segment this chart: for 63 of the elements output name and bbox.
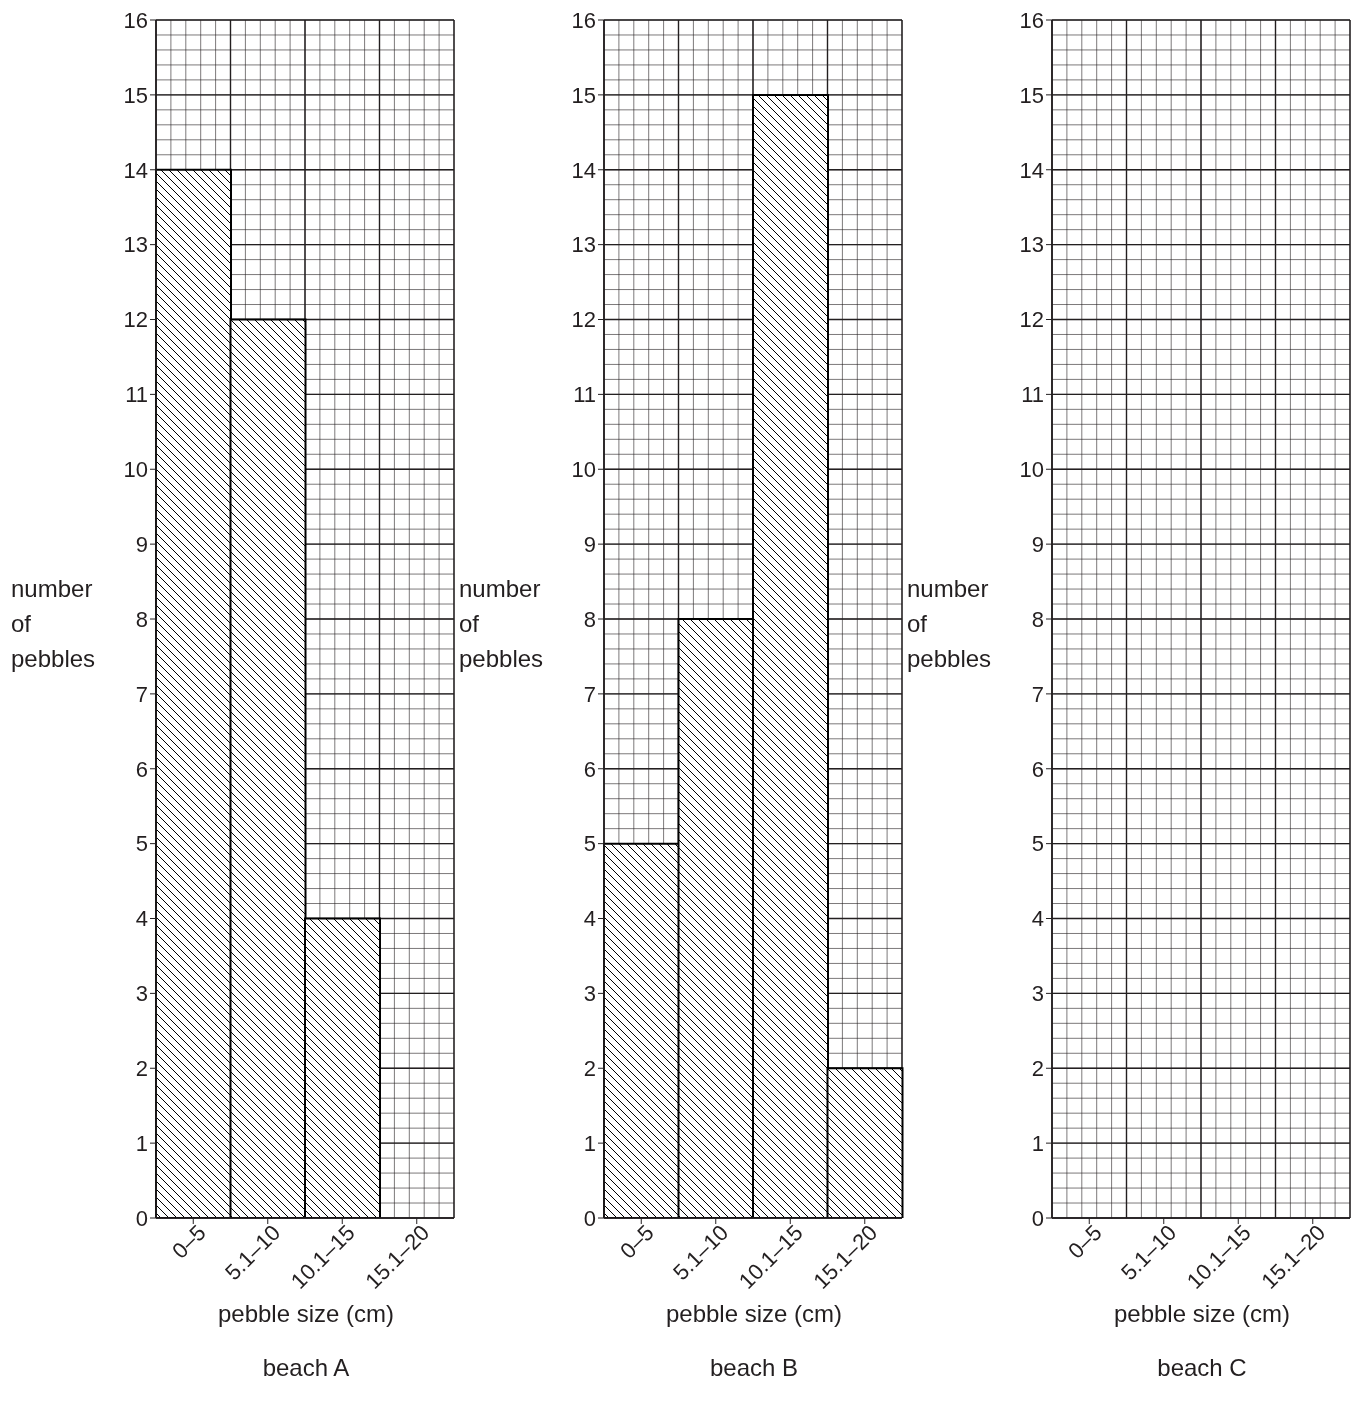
x-tick-label: 0–5 <box>167 1219 211 1264</box>
y-axis-title: number of pebbles <box>459 574 545 675</box>
y-tick-label: 9 <box>1031 531 1044 557</box>
y-tick-label: 0 <box>583 1205 596 1231</box>
text: beach A <box>261 1354 351 1382</box>
y-tick-label: 10 <box>1019 457 1044 483</box>
y-tick-label: 11 <box>1021 382 1044 408</box>
y-tick-label: 16 <box>1019 7 1044 33</box>
y-tick-label: 13 <box>1019 232 1044 258</box>
y-tick-label: 11 <box>573 382 596 408</box>
y-tick-label: 1 <box>1031 1130 1044 1156</box>
y-tick-label: 1 <box>135 1130 148 1156</box>
y-tick-label: 1 <box>583 1130 596 1156</box>
y-tick-label: 10 <box>571 457 596 483</box>
x-axis-title: pebble size (cm) <box>1112 1300 1292 1328</box>
x-tick-label: 0–5 <box>1063 1219 1107 1264</box>
y-tick-label: 6 <box>583 756 596 782</box>
x-tick-label: 0–5 <box>615 1219 659 1264</box>
y-tick-label: 15 <box>1019 82 1044 108</box>
y-tick-label: 0 <box>1031 1205 1044 1231</box>
y-tick-label: 14 <box>123 157 148 183</box>
y-tick-label: 16 <box>571 7 596 33</box>
y-tick-label: 15 <box>571 82 596 108</box>
y-tick-label: 5 <box>1031 831 1044 857</box>
y-tick-label: 4 <box>1031 906 1044 932</box>
y-tick-label: 3 <box>583 981 596 1007</box>
y-tick-label: 15 <box>123 82 148 108</box>
y-axis-title: number of pebbles <box>907 574 993 675</box>
y-tick-label: 2 <box>135 1056 148 1082</box>
text: beach C <box>1156 1354 1248 1382</box>
y-axis-title: number of pebbles <box>11 574 97 675</box>
y-tick-label: 12 <box>1019 307 1044 333</box>
y-tick-label: 10 <box>123 457 148 483</box>
x-axis-title: pebble size (cm) <box>664 1300 844 1328</box>
y-tick-label: 16 <box>123 7 148 33</box>
y-tick-label: 4 <box>135 906 148 932</box>
y-tick-label: 3 <box>1031 981 1044 1007</box>
y-tick-label: 12 <box>571 307 596 333</box>
y-tick-label: 2 <box>1031 1056 1044 1082</box>
y-tick-label: 9 <box>135 531 148 557</box>
y-tick-label: 0 <box>135 1205 148 1231</box>
y-tick-label: 7 <box>135 681 148 707</box>
text: beach B <box>708 1354 800 1382</box>
y-tick-label: 8 <box>583 606 596 632</box>
y-tick-label: 5 <box>583 831 596 857</box>
y-tick-label: 14 <box>571 157 596 183</box>
y-tick-label: 14 <box>1019 157 1044 183</box>
y-tick-label: 3 <box>135 981 148 1007</box>
y-tick-label: 4 <box>583 906 596 932</box>
y-tick-label: 12 <box>123 307 148 333</box>
y-tick-label: 2 <box>583 1056 596 1082</box>
y-tick-label: 7 <box>1031 681 1044 707</box>
y-tick-label: 6 <box>1031 756 1044 782</box>
y-tick-label: 8 <box>1031 606 1044 632</box>
y-tick-label: 13 <box>571 232 596 258</box>
y-tick-label: 9 <box>583 531 596 557</box>
x-axis-title: pebble size (cm) <box>216 1300 396 1328</box>
y-tick-label: 6 <box>135 756 148 782</box>
y-tick-label: 13 <box>123 232 148 258</box>
y-tick-label: 5 <box>135 831 148 857</box>
y-tick-label: 8 <box>135 606 148 632</box>
y-tick-label: 11 <box>125 382 148 408</box>
y-tick-label: 7 <box>583 681 596 707</box>
